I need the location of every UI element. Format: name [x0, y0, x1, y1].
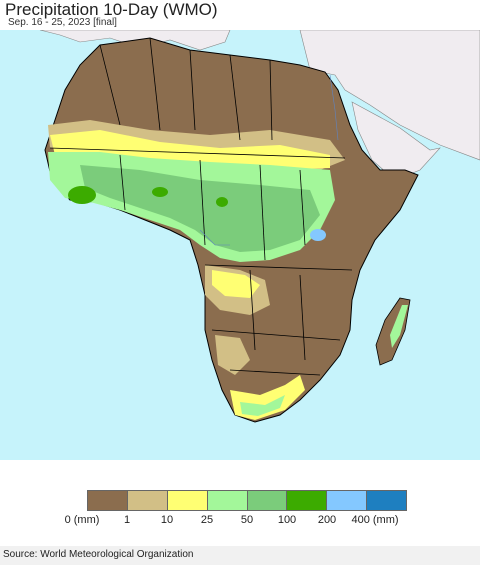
sahel-band-yellow	[50, 130, 330, 170]
precipitation-map	[0, 30, 480, 460]
angola-yellow	[212, 270, 260, 298]
legend-swatch-2	[167, 490, 208, 511]
south-africa-green	[240, 395, 285, 416]
precipitation-legend	[87, 490, 407, 511]
rivers	[199, 74, 339, 246]
namibia-light	[215, 335, 250, 375]
legend-tick-6: 200	[317, 514, 337, 526]
lake-victoria-patch	[310, 229, 326, 241]
source-text: Source: World Meteorological Organizatio…	[3, 549, 194, 560]
legend-swatch-7	[367, 490, 407, 511]
nigeria-wet-patch	[152, 187, 168, 197]
source-bar: Source: World Meteorological Organizatio…	[0, 546, 480, 565]
legend-swatch-0	[87, 490, 128, 511]
legend-tick-4: 50	[240, 514, 254, 526]
legend-tick-5: 100	[277, 514, 297, 526]
map-title: Precipitation 10-Day (WMO)	[5, 0, 218, 19]
legend-tick-1: 1	[123, 514, 131, 526]
guinea-wet-patch	[68, 186, 96, 204]
central-africa-green	[80, 165, 320, 252]
africa-map-graphic	[39, 30, 480, 423]
map-date-range: Sep. 16 - 25, 2023 [final]	[8, 17, 117, 28]
legend-tick-2: 10	[160, 514, 174, 526]
madagascar-east-wet	[390, 305, 408, 348]
cameroon-wet-patch	[216, 197, 228, 207]
legend-swatch-3	[207, 490, 248, 511]
legend-swatch-1	[127, 490, 168, 511]
country-borders	[49, 37, 353, 376]
legend-tick-7: 400 (mm)	[351, 514, 399, 526]
arabia-land	[351, 101, 441, 181]
legend-swatch-6	[327, 490, 368, 511]
legend-tick-3: 25	[200, 514, 214, 526]
legend-swatch-5	[287, 490, 328, 511]
legend-swatch-4	[247, 490, 288, 511]
legend-tick-0: 0 (mm)	[64, 514, 100, 526]
